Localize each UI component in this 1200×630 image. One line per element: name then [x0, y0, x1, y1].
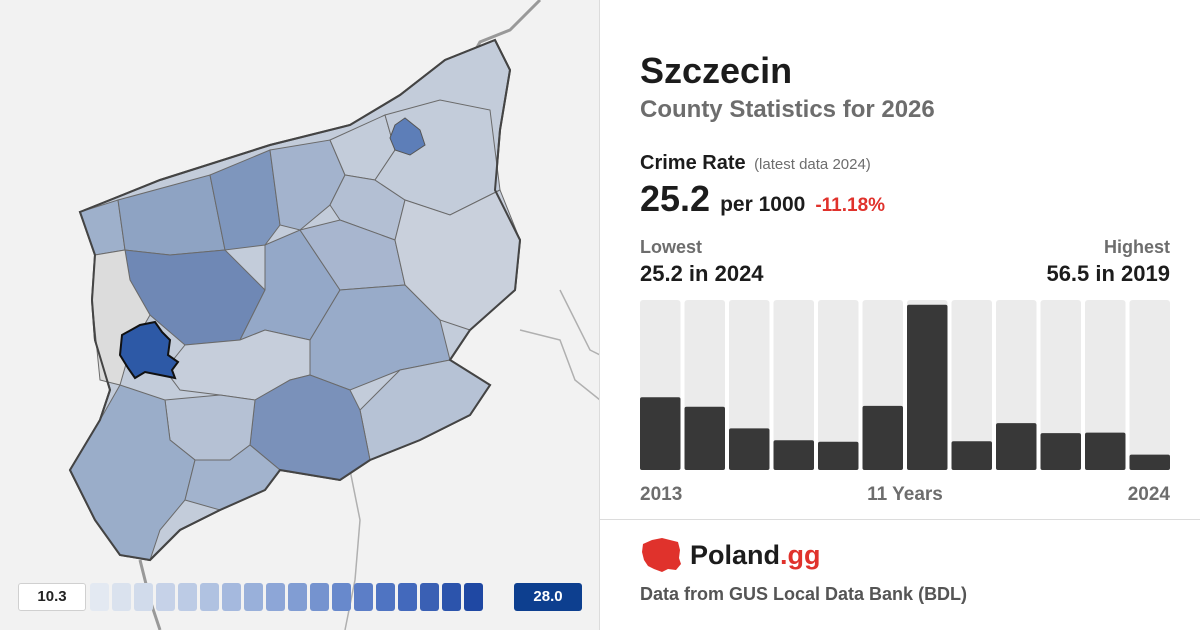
bar-track — [1129, 300, 1170, 470]
legend-swatch — [156, 583, 175, 611]
footer-divider — [600, 519, 1200, 520]
bar-2017 — [818, 441, 859, 470]
metric-note: (latest data 2024) — [754, 156, 871, 173]
metric-change: -11.18% — [815, 195, 886, 216]
bar-chart — [640, 300, 1170, 470]
legend-swatch — [178, 583, 197, 611]
county-szczecin-highlight[interactable] — [118, 320, 180, 380]
poland-map-logo-icon — [642, 538, 681, 572]
bar-2022 — [1040, 433, 1081, 470]
bar-2013 — [640, 397, 681, 470]
bar-2014 — [684, 406, 725, 470]
border-line-east — [559, 289, 600, 356]
page-subtitle: County Statistics for 2026 — [640, 96, 935, 123]
legend-swatch — [112, 583, 131, 611]
voivodeship-border — [68, 38, 522, 562]
page-title: Szczecin — [640, 50, 793, 91]
panel-divider — [599, 0, 600, 630]
bar-track — [818, 300, 859, 470]
legend-swatch — [464, 583, 483, 611]
metric-name: Crime Rate — [640, 152, 746, 174]
metric-value: 25.2 — [640, 178, 711, 219]
legend-swatch — [420, 583, 439, 611]
county-kamien[interactable] — [117, 174, 226, 256]
lowest-value: 25.2 in 2024 — [640, 261, 764, 286]
county-gryfice[interactable] — [209, 149, 281, 251]
bar-2024 — [1129, 454, 1170, 470]
bar-2020 — [951, 441, 992, 470]
data-source: Data from GUS Local Data Bank (BDL) — [640, 584, 968, 604]
highest-value: 56.5 in 2019 — [1046, 261, 1170, 286]
metric-unit: per 1000 — [720, 193, 806, 216]
bar-2018 — [862, 405, 903, 470]
county-map[interactable]: 10.3 28.0 — [0, 0, 600, 630]
bar-2019 — [907, 304, 948, 470]
legend-swatch — [376, 583, 395, 611]
county-koszalin-city[interactable] — [389, 117, 426, 156]
legend-swatch — [398, 583, 417, 611]
x-axis-end-label: 2024 — [1127, 484, 1170, 505]
border-line-east-2 — [519, 329, 600, 401]
legend-swatch — [442, 583, 461, 611]
bar-track — [773, 300, 814, 470]
legend-swatch — [288, 583, 307, 611]
bar-track — [1040, 300, 1081, 470]
bar-track — [729, 300, 770, 470]
legend-max: 28.0 — [514, 583, 582, 611]
brand-name: Poland — [690, 539, 781, 570]
x-axis-start-label: 2013 — [640, 484, 683, 505]
lowest-label: Lowest — [640, 237, 703, 257]
legend-swatch — [332, 583, 351, 611]
legend-swatch — [354, 583, 373, 611]
bar-2021 — [996, 423, 1037, 470]
brand-tld: .gg — [780, 539, 821, 570]
bar-2023 — [1085, 432, 1126, 470]
metric-header: Crime Rate (latest data 2024) — [640, 152, 871, 175]
voivodeship-map[interactable] — [0, 0, 600, 630]
legend-min: 10.3 — [18, 583, 86, 611]
bar-track — [1085, 300, 1126, 470]
legend-swatch — [310, 583, 329, 611]
bar-chart-svg — [640, 300, 1170, 470]
legend-swatch — [134, 583, 153, 611]
bar-2015 — [729, 428, 770, 470]
legend-swatch — [200, 583, 219, 611]
metric-value-row: 25.2 per 1000 -11.18% — [640, 178, 885, 220]
x-axis-mid-label: 11 Years — [867, 484, 943, 505]
legend-swatch — [222, 583, 241, 611]
legend-swatch — [244, 583, 263, 611]
highest-label: Highest — [1103, 237, 1170, 257]
legend-swatch — [90, 583, 109, 611]
bar-track — [951, 300, 992, 470]
brand[interactable]: Poland .gg — [640, 536, 821, 574]
legend-swatch — [266, 583, 285, 611]
bar-2016 — [773, 440, 814, 470]
